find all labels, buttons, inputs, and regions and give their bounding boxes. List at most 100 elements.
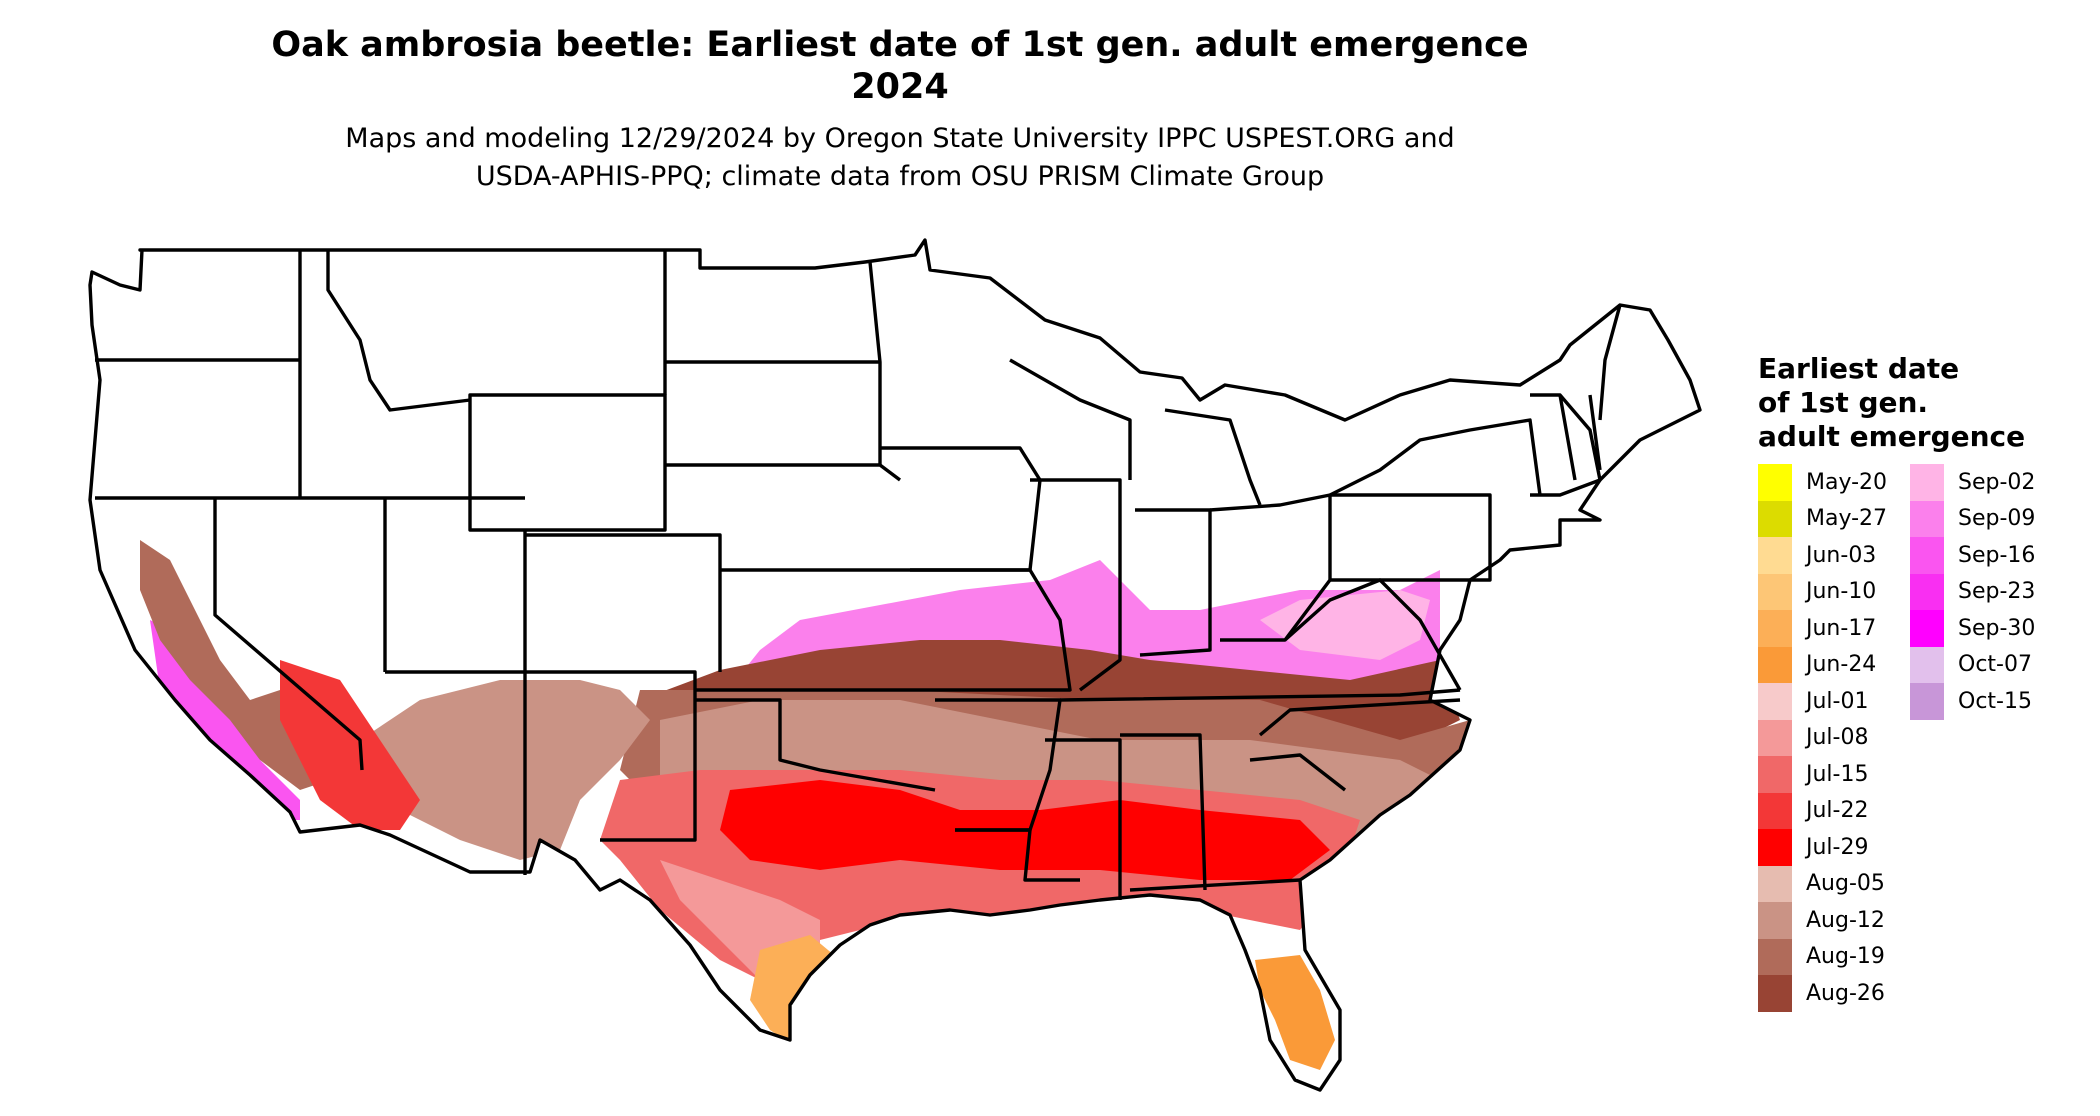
legend-swatch <box>1758 500 1792 537</box>
legend-title-line3: adult emergence <box>1758 420 2026 453</box>
legend-swatch <box>1758 537 1792 574</box>
border-ok-tx <box>695 698 936 792</box>
legend-label: Sep-16 <box>1958 542 2036 568</box>
legend-column-1: May-20 May-27 Jun-03 Jun-10 Jun-17 Jun-24 Jul-… <box>1758 464 1896 1012</box>
border-nm-tx <box>525 670 697 842</box>
legend-swatch <box>1758 756 1792 793</box>
legend-label: Sep-02 <box>1958 469 2036 495</box>
border-oh <box>1209 493 1332 642</box>
legend-label: Jun-10 <box>1806 579 1877 605</box>
legend-label: Oct-07 <box>1958 652 2032 678</box>
legend-item: Aug-19 <box>1758 938 1896 975</box>
legend-swatch <box>1910 500 1944 537</box>
border-pa <box>1330 493 1492 582</box>
legend-item: May-20 <box>1758 464 1896 501</box>
legend-label: Aug-12 <box>1806 907 1885 933</box>
legend-title-line1: Earliest date <box>1758 352 1960 385</box>
legend-item: Jul-29 <box>1758 829 1896 866</box>
border-ny <box>1329 418 1542 497</box>
legend-swatch <box>1910 683 1944 720</box>
legend-label: May-27 <box>1806 506 1888 532</box>
legend-swatch <box>1758 646 1792 683</box>
border-mi-lower <box>1164 408 1262 506</box>
legend-item: May-27 <box>1758 500 1896 537</box>
legend-item: Sep-16 <box>1910 537 2048 574</box>
legend-item: Jul-01 <box>1758 683 1896 720</box>
map-title: Oak ambrosia beetle: Earliest date of 1s… <box>271 25 1529 65</box>
border-al-ga <box>1120 733 1207 891</box>
border-ga-fl <box>1129 878 1301 892</box>
legend-item: Aug-26 <box>1758 975 1896 1012</box>
border-tn-ky <box>1059 688 1461 702</box>
us-outline <box>88 238 1702 1092</box>
border-tn-nc <box>1258 698 1461 737</box>
us-map <box>88 238 1702 1092</box>
border-ca-nv <box>213 498 364 771</box>
legend-item: Aug-12 <box>1758 902 1896 939</box>
legend-item: Jul-15 <box>1758 756 1896 793</box>
legend-item: Jun-17 <box>1758 610 1896 647</box>
legend-swatch <box>1758 792 1792 829</box>
border-new-england <box>1530 393 1602 497</box>
legend-swatch <box>1758 610 1792 647</box>
border-wy <box>468 393 667 532</box>
legend-columns: May-20 May-27 Jun-03 Jun-10 Jun-17 Jun-24 Jul-… <box>1758 464 2048 1012</box>
legend-item: Sep-30 <box>1910 610 2048 647</box>
zone-sep-02-north <box>1260 590 1430 660</box>
legend-item: Jun-03 <box>1758 537 1896 574</box>
legend-item: Jul-08 <box>1758 719 1896 756</box>
legend-item: Jun-10 <box>1758 573 1896 610</box>
legend-label: Oct-15 <box>1958 688 2032 714</box>
legend-label: Aug-05 <box>1806 871 1885 897</box>
legend-swatch <box>1758 829 1792 866</box>
border-mn-west <box>868 261 882 465</box>
legend-label: Jul-22 <box>1806 798 1869 824</box>
legend-label: Jun-17 <box>1806 615 1877 641</box>
legend-label: Sep-23 <box>1958 579 2036 605</box>
legend-label: Jul-01 <box>1806 688 1869 714</box>
zone-aug-12-mountain <box>360 680 650 860</box>
legend-label: Jul-15 <box>1806 761 1869 787</box>
legend-swatch <box>1758 902 1792 939</box>
border-wi-mi <box>1009 358 1132 480</box>
border-il <box>1030 478 1122 692</box>
legend-item: Sep-23 <box>1910 573 2048 610</box>
legend-swatch <box>1758 464 1792 501</box>
legend-swatch <box>1910 610 1944 647</box>
legend-label: Sep-09 <box>1958 506 2036 532</box>
subtitle-block: Maps and modeling 12/29/2024 by Oregon S… <box>200 120 1600 196</box>
legend-title-line2: of 1st gen. <box>1758 386 1929 419</box>
map-subtitle-line1: Maps and modeling 12/29/2024 by Oregon S… <box>345 123 1455 154</box>
legend-column-2: Sep-02 Sep-09 Sep-16 Sep-23 Sep-30 Oct-07 Oct-… <box>1910 464 2048 1012</box>
map-title-year: 2024 <box>851 67 949 107</box>
legend-swatch <box>1758 573 1792 610</box>
legend-swatch <box>1910 646 1944 683</box>
state-borders <box>88 238 1702 1092</box>
legend-item: Oct-07 <box>1910 646 2048 683</box>
legend-swatch <box>1910 537 1944 574</box>
legend-label: Jul-08 <box>1806 725 1869 751</box>
legend-title: Earliest date of 1st gen. adult emergenc… <box>1758 352 2048 454</box>
legend-item: Jun-24 <box>1758 646 1896 683</box>
legend-item: Oct-15 <box>1910 683 2048 720</box>
legend-swatch <box>1910 464 1944 501</box>
title-block: Oak ambrosia beetle: Earliest date of 1s… <box>200 24 1600 196</box>
legend-item: Jul-22 <box>1758 792 1896 829</box>
legend-swatch <box>1758 865 1792 902</box>
legend-label: Sep-30 <box>1958 615 2036 641</box>
legend-item: Sep-02 <box>1910 464 2048 501</box>
legend-swatch <box>1910 573 1944 610</box>
legend-item: Aug-05 <box>1758 865 1896 902</box>
legend-swatch <box>1758 975 1792 1012</box>
legend: Earliest date of 1st gen. adult emergenc… <box>1758 352 2048 1012</box>
legend-label: Jun-03 <box>1806 542 1877 568</box>
border-co <box>525 533 722 672</box>
legend-label: Aug-19 <box>1806 944 1885 970</box>
border-ms-al <box>1045 738 1122 900</box>
legend-swatch <box>1758 683 1792 720</box>
legend-label: Jun-24 <box>1806 652 1877 678</box>
legend-swatch <box>1758 719 1792 756</box>
border-mt-west <box>326 250 471 412</box>
border-mo <box>920 568 1072 692</box>
legend-label: May-20 <box>1806 469 1888 495</box>
